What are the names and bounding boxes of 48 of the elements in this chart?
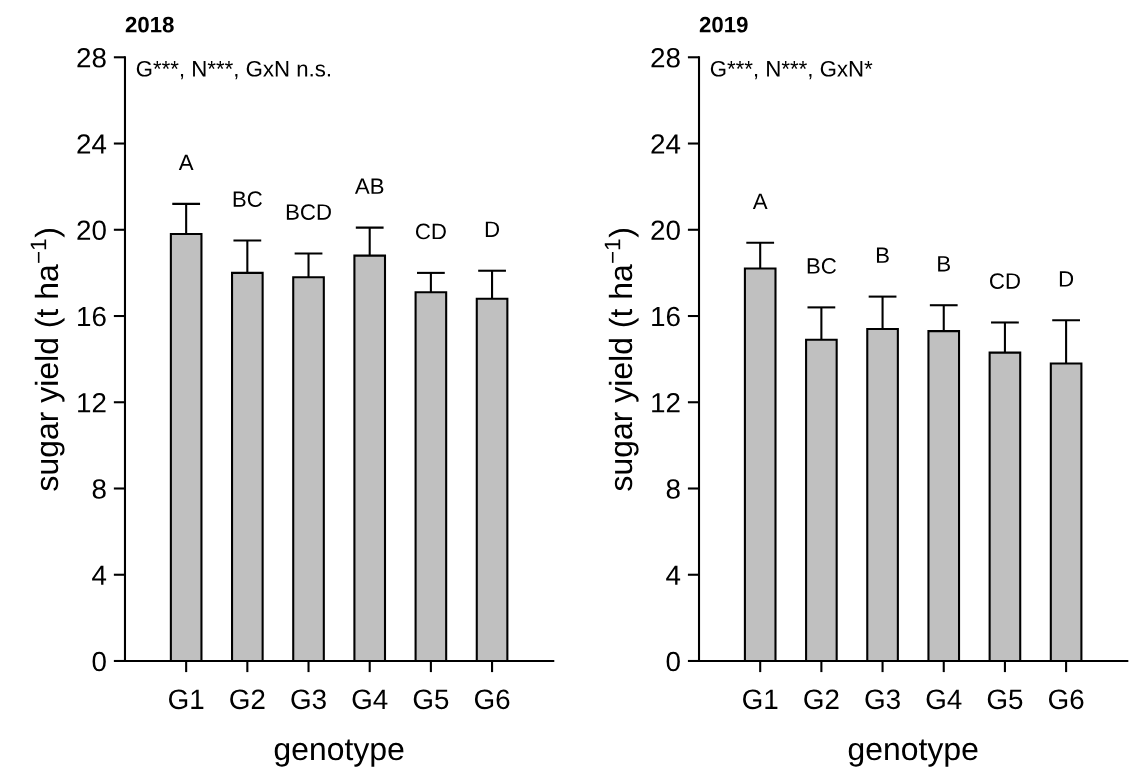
y-tick-label: 28 xyxy=(651,47,680,68)
annotation: BCD xyxy=(286,204,331,220)
y-tick-label: 20 xyxy=(651,220,680,241)
y-tick-label: 0 xyxy=(92,651,106,672)
annotation: CD xyxy=(990,273,1020,289)
y-tick-label: 12 xyxy=(78,392,106,413)
x-axis-title: genotype xyxy=(848,739,978,767)
x-tick-label: G4 xyxy=(926,689,962,710)
y-tick-label: 4 xyxy=(92,565,107,585)
y-tick-label: 24 xyxy=(651,134,681,154)
annotation: A xyxy=(178,154,194,171)
annotation: D xyxy=(1059,271,1074,287)
y-tick-label: 8 xyxy=(666,479,680,499)
y-tick-label: 28 xyxy=(77,47,106,68)
y-tick-label: 12 xyxy=(652,392,680,413)
chart-title: 2019 xyxy=(699,16,748,33)
y-tick-label: 0 xyxy=(666,651,680,672)
x-tick-label: G2 xyxy=(230,689,265,710)
y-tick-label: 8 xyxy=(92,479,106,499)
y-axis-title: sugar yield (t ha$^{−1}$) xyxy=(604,228,639,491)
y-axis-title: sugar yield (t ha$^{−1}$) xyxy=(30,228,65,491)
annotation: A xyxy=(752,193,768,209)
annotation: CD xyxy=(415,223,446,240)
x-tick-label: G3 xyxy=(291,689,326,710)
x-tick-label: G1 xyxy=(169,689,204,710)
annotation: B xyxy=(938,256,950,272)
x-tick-label: G6 xyxy=(1048,689,1084,710)
y-tick-label: 20 xyxy=(77,220,106,241)
x-tick-label: G4 xyxy=(352,689,388,710)
x-tick-label: G5 xyxy=(413,689,449,710)
y-tick-label: 16 xyxy=(652,306,680,327)
chart-title: 2018 xyxy=(125,16,174,33)
annotation: BC xyxy=(233,191,262,207)
x-axis-title: genotype xyxy=(274,739,404,767)
y-tick-label: 24 xyxy=(77,134,107,154)
annotation: G***, N***, GxN* xyxy=(710,60,873,80)
x-tick-label: G3 xyxy=(865,689,900,710)
annotation: BC xyxy=(807,258,836,274)
x-tick-label: G1 xyxy=(743,689,778,710)
annotation: D xyxy=(485,221,500,237)
y-tick-label: 16 xyxy=(78,306,106,327)
x-tick-label: G2 xyxy=(804,689,839,710)
annotation: AB xyxy=(354,178,384,194)
x-tick-label: G6 xyxy=(474,689,510,710)
x-tick-label: G5 xyxy=(987,689,1023,710)
annotation: B xyxy=(876,247,889,263)
y-tick-label: 4 xyxy=(666,565,681,585)
annotation: G***, N***, GxN n.s. xyxy=(136,60,331,80)
